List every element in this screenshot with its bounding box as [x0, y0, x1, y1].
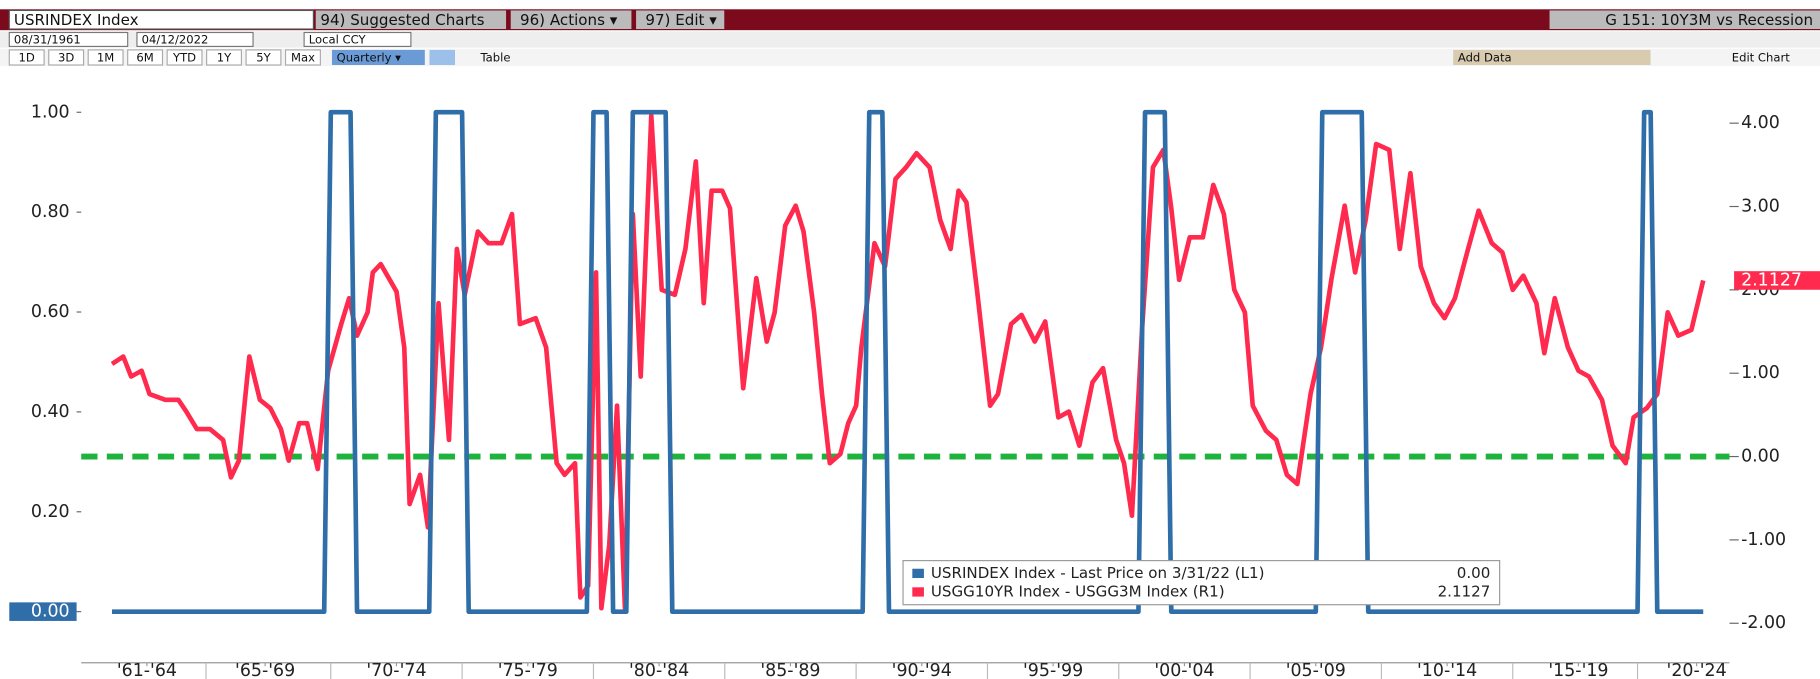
date-bar	[0, 31, 1820, 48]
date-field[interactable]	[136, 31, 254, 48]
x-tick-label: '70-'74	[366, 661, 426, 679]
range-button[interactable]	[127, 49, 164, 66]
x-tick-label: '00-'04	[1154, 661, 1214, 679]
legend-swatch	[912, 587, 924, 597]
y2-tick-label: 3.00	[1741, 197, 1780, 217]
range-label[interactable]: 3D	[58, 51, 74, 65]
y-tick-label: 0.60	[31, 302, 70, 322]
currency-field[interactable]	[303, 31, 412, 48]
range-label[interactable]: 6M	[136, 51, 153, 65]
range-button[interactable]	[245, 49, 282, 66]
x-tick-label: '85-'89	[760, 661, 820, 679]
x-tick-label: '80-'84	[629, 661, 689, 679]
plot: '61-'64 '65-'69 '70-'74 '75-'79 '80-'84 '85-'…	[9, 102, 1820, 679]
range-button[interactable]	[8, 49, 45, 66]
table-button[interactable]: Table	[480, 51, 511, 65]
legend-label: USGG10YR Index - USGG3M Index (R1)	[931, 582, 1225, 600]
x-tick-label: '61-'64	[117, 661, 177, 679]
y2-tick-label: 0.00	[1741, 447, 1780, 467]
range-label[interactable]: YTD	[172, 51, 196, 65]
range-label[interactable]: Max	[291, 51, 315, 65]
legend-box	[902, 560, 1501, 606]
button-label[interactable]: 94) Suggested Charts	[320, 11, 484, 29]
y-tick-label: 0.20	[31, 502, 70, 522]
range-label[interactable]: 1D	[19, 51, 35, 65]
add-data[interactable]: Add Data	[1458, 51, 1512, 65]
chart-name-box	[1549, 10, 1820, 30]
range-button[interactable]	[206, 49, 243, 66]
x-tick-label: '10-'14	[1417, 661, 1477, 679]
last-value-label: 2.1127	[1741, 270, 1802, 290]
date-field[interactable]	[8, 31, 129, 48]
last-value-flag	[1734, 271, 1820, 290]
y-tick-label: 0.80	[31, 202, 70, 222]
button[interactable]	[636, 10, 725, 30]
y-tick-label: 1.00	[31, 102, 70, 122]
chart-name: G 151: 10Y3M vs Recession	[1605, 11, 1813, 29]
x-tick-label: '75-'79	[498, 661, 558, 679]
frequency-button[interactable]	[331, 49, 425, 65]
frequency[interactable]: Quarterly ▾	[337, 51, 402, 65]
start-date[interactable]: 08/31/1961	[14, 33, 81, 47]
button[interactable]	[315, 10, 507, 30]
y2-tick-label: -2.00	[1741, 613, 1786, 633]
legend-value: 0.00	[1457, 564, 1491, 582]
legend-swatch	[912, 568, 924, 579]
series-line	[112, 109, 1704, 615]
x-tick-label: '95-'99	[1023, 661, 1083, 679]
range-label[interactable]: 1M	[97, 51, 114, 65]
range-label[interactable]: 1Y	[217, 51, 232, 65]
y-tick-label: 0.40	[31, 402, 70, 422]
legend-value: 2.1127	[1438, 582, 1491, 600]
x-tick-label: '05-'09	[1286, 661, 1346, 679]
x-tick-label: '20-'24	[1667, 661, 1727, 679]
x-tick-label: '65-'69	[235, 661, 295, 679]
last-value-flag	[9, 602, 77, 621]
range-buttons: 1D 3D 1M 6M YTD 1Y 5Y Max	[8, 49, 321, 66]
button[interactable]	[429, 49, 455, 65]
y2-tick-label: -1.00	[1741, 530, 1786, 550]
button-label[interactable]: 96) Actions ▾	[520, 11, 618, 29]
legend-label: USRINDEX Index - Last Price on 3/31/22 (…	[931, 564, 1265, 582]
y2-tick-label: 1.00	[1741, 363, 1780, 383]
end-date[interactable]: 04/12/2022	[142, 33, 209, 47]
last-value-label: 0.00	[31, 602, 70, 622]
y2-tick-label: 4.00	[1741, 113, 1780, 133]
range-button[interactable]	[48, 49, 85, 66]
range-label[interactable]: 5Y	[256, 51, 271, 65]
x-tick-label: '90-'94	[892, 661, 952, 679]
x-tick-label: '15-'19	[1548, 661, 1608, 679]
add-data-field[interactable]	[1453, 49, 1651, 65]
security-box[interactable]	[8, 9, 314, 30]
button[interactable]	[510, 10, 632, 30]
security: USRINDEX Index	[14, 11, 139, 29]
range-button[interactable]	[166, 49, 203, 66]
range-button[interactable]	[284, 49, 321, 66]
button-label[interactable]: 97) Edit ▾	[645, 11, 717, 29]
edit-chart[interactable]: Edit Chart	[1732, 51, 1790, 65]
currency[interactable]: Local CCY	[309, 33, 367, 47]
range-button[interactable]	[87, 49, 124, 66]
series-line	[110, 113, 1706, 611]
